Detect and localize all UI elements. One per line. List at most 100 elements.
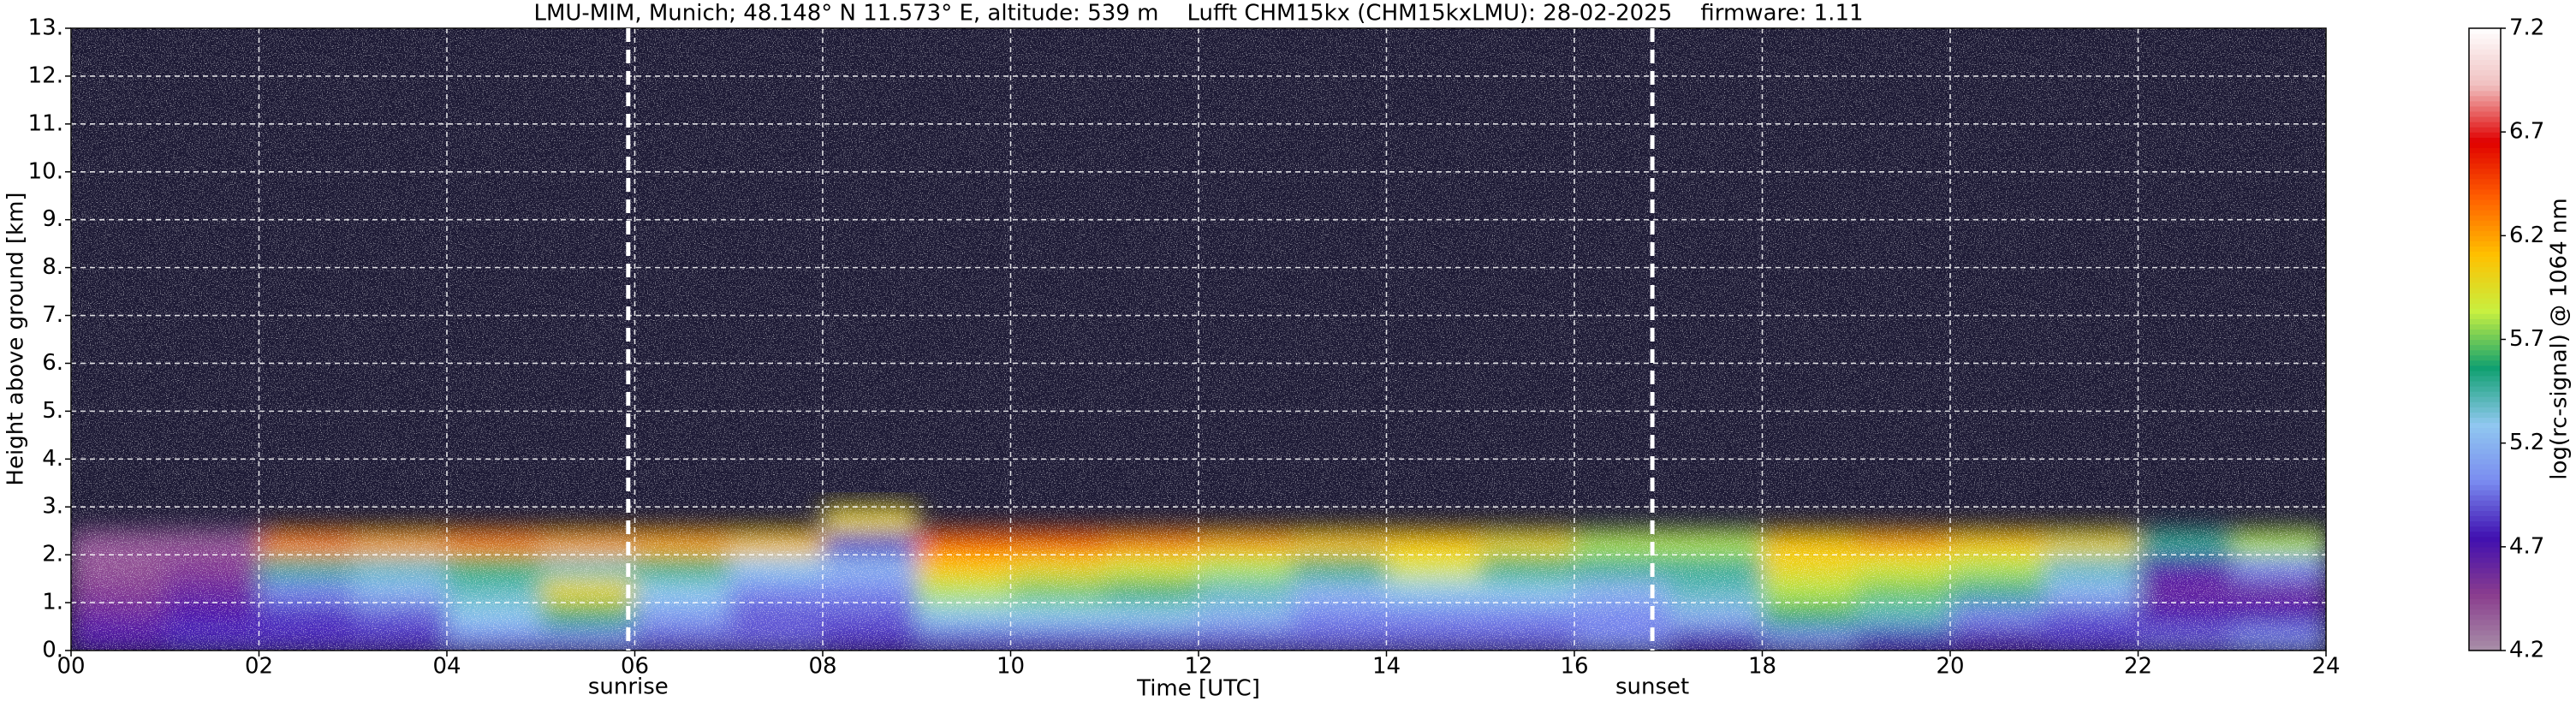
colorbar-swatch (2469, 324, 2501, 330)
y-tick-label: 2. (42, 542, 63, 567)
colorbar-tick-label: 6.2 (2509, 223, 2544, 248)
colorbar-swatch (2469, 292, 2501, 299)
colorbar-swatch (2469, 204, 2501, 211)
colorbar-swatch (2469, 246, 2501, 253)
colorbar-swatch (2469, 407, 2501, 413)
colorbar-swatch (2469, 588, 2501, 594)
colorbar-swatch (2469, 453, 2501, 460)
colorbar-swatch (2469, 495, 2501, 501)
colorbar-swatch (2469, 437, 2501, 444)
colorbar-swatch (2469, 344, 2501, 351)
colorbar-swatch (2469, 531, 2501, 538)
colorbar-swatch (2469, 298, 2501, 304)
colorbar-swatch (2469, 427, 2501, 434)
colorbar-swatch (2469, 619, 2501, 626)
colorbar-swatch (2469, 39, 2501, 45)
y-tick-label: 11. (28, 110, 63, 136)
colorbar-swatch (2469, 432, 2501, 439)
colorbar: 4.2 4.7 5.2 5.7 6.2 6.7 7.2 (2468, 15, 2544, 663)
colorbar-swatch (2469, 193, 2501, 200)
x-axis-label: Time [UTC] (1136, 676, 1260, 702)
colorbar-swatch (2469, 370, 2501, 377)
colorbar-swatch (2469, 69, 2501, 76)
x-tick-label: 10 (996, 654, 1025, 680)
colorbar-swatch (2469, 168, 2501, 175)
colorbar-swatch (2469, 178, 2501, 185)
y-tick-label: 13. (28, 15, 63, 41)
x-tick-label: 08 (808, 654, 836, 680)
colorbar-swatch (2469, 215, 2501, 221)
colorbar-swatch (2469, 157, 2501, 164)
colorbar-swatch (2469, 391, 2501, 397)
colorbar-swatch (2469, 230, 2501, 236)
colorbar-swatch (2469, 567, 2501, 573)
x-tick-label: 04 (432, 654, 461, 680)
colorbar-swatch (2469, 578, 2501, 584)
colorbar-swatch (2469, 329, 2501, 336)
colorbar-swatch (2469, 468, 2501, 475)
colorbar-swatch (2469, 463, 2501, 470)
colorbar-swatch (2469, 593, 2501, 600)
x-tick-label: 12 (1184, 654, 1212, 680)
y-tick-label: 5. (42, 398, 63, 424)
colorbar-swatch (2469, 173, 2501, 180)
colorbar-swatch (2469, 74, 2501, 81)
colorbar-swatch (2469, 645, 2501, 651)
colorbar-swatch (2469, 95, 2501, 102)
colorbar-swatch (2469, 546, 2501, 553)
colorbar-swatch (2469, 598, 2501, 605)
x-tick-label: 16 (1560, 654, 1588, 680)
colorbar-swatch (2469, 105, 2501, 112)
colorbar-swatch (2469, 541, 2501, 548)
colorbar-swatch (2469, 629, 2501, 636)
colorbar-swatch (2469, 614, 2501, 621)
colorbar-swatch (2469, 573, 2501, 579)
colorbar-swatch (2469, 256, 2501, 263)
colorbar-swatch (2469, 375, 2501, 382)
colorbar-swatch (2469, 33, 2501, 39)
colorbar-swatch (2469, 520, 2501, 527)
y-tick-label: 4. (42, 446, 63, 472)
colorbar-swatch (2469, 365, 2501, 371)
colorbar-swatch (2469, 110, 2501, 117)
colorbar-swatch (2469, 603, 2501, 610)
colorbar-swatch (2469, 188, 2501, 195)
colorbar-swatch (2469, 505, 2501, 512)
colorbar-swatch (2469, 583, 2501, 589)
colorbar-swatch (2469, 100, 2501, 107)
colorbar-swatch (2469, 318, 2501, 324)
colorbar-swatch (2469, 266, 2501, 273)
colorbar-swatch (2469, 556, 2501, 563)
colorbar-swatch (2469, 116, 2501, 122)
colorbar-swatch (2469, 380, 2501, 387)
colorbar-swatch (2469, 624, 2501, 631)
x-tick-label: 20 (1936, 654, 1964, 680)
colorbar-swatch (2469, 639, 2501, 646)
y-tick-label: 12. (28, 62, 63, 88)
colorbar-swatch (2469, 490, 2501, 496)
colorbar-swatch (2469, 334, 2501, 341)
colorbar-tick-label: 6.7 (2509, 119, 2544, 145)
chart-title: LMU-MIM, Munich; 48.148° N 11.573° E, al… (533, 1, 1863, 27)
colorbar-swatch (2469, 308, 2501, 314)
colorbar-swatch (2469, 303, 2501, 309)
colorbar-swatch (2469, 59, 2501, 66)
colorbar-swatch (2469, 44, 2501, 50)
colorbar-swatch (2469, 282, 2501, 288)
colorbar-swatch (2469, 276, 2501, 283)
colorbar-label: log(rc-signal) @ 1064 nm (2547, 198, 2573, 479)
colorbar-swatch (2469, 484, 2501, 490)
colorbar-swatch (2469, 235, 2501, 241)
colorbar-swatch (2469, 241, 2501, 247)
colorbar-swatch (2469, 536, 2501, 543)
y-tick-label: 1. (42, 590, 63, 615)
colorbar-swatch (2469, 500, 2501, 506)
colorbar-swatch (2469, 422, 2501, 429)
colorbar-swatch (2469, 443, 2501, 449)
colorbar-swatch (2469, 251, 2501, 258)
y-tick-label: 8. (42, 254, 63, 280)
colorbar-swatch (2469, 132, 2501, 138)
colorbar-swatch (2469, 412, 2501, 418)
annotation-label: sunset (1615, 674, 1689, 700)
